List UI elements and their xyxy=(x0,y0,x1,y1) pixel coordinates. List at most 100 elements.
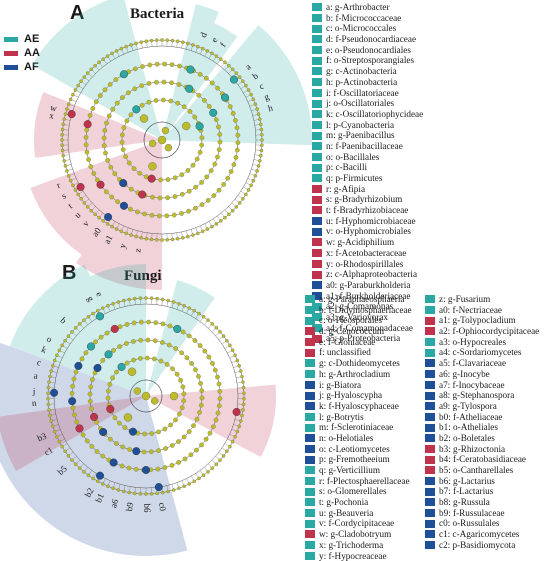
tree-node xyxy=(154,320,158,324)
leaf-node xyxy=(60,344,63,347)
tree-node xyxy=(167,343,171,347)
key-text: c: o-Pleosporales xyxy=(319,315,382,326)
tree-node xyxy=(129,187,133,191)
key-swatch xyxy=(305,392,315,400)
leaf-node xyxy=(145,237,148,240)
leaf-node xyxy=(83,75,86,78)
tree-node xyxy=(169,81,173,85)
tree-node xyxy=(173,194,177,198)
leaf-node xyxy=(256,107,259,110)
tree-node xyxy=(199,180,203,184)
tree-node xyxy=(218,396,222,400)
tree-node xyxy=(88,399,92,403)
leaf-node xyxy=(93,64,96,67)
key-item: e: f-Gloniaceae xyxy=(305,337,412,348)
key-swatch xyxy=(425,392,435,400)
leaf-node xyxy=(55,354,58,357)
leaf-node xyxy=(222,335,225,338)
leaf-node xyxy=(64,339,67,342)
key-item: a: g-Arthrobacter xyxy=(312,2,423,13)
key-text: r: g-Afipia xyxy=(326,184,365,195)
key-swatch xyxy=(425,317,435,325)
key-text: a0: f-Nectriaceae xyxy=(439,305,502,316)
key-swatch xyxy=(425,466,435,474)
key-text: b0: f-Atheliaceae xyxy=(439,412,503,423)
biomarker-node xyxy=(106,405,114,413)
key-text: b8: g-Russula xyxy=(439,497,490,508)
tree-node xyxy=(133,67,137,71)
leaf-node xyxy=(58,349,61,352)
key-text: b9: f-Russulaceae xyxy=(439,508,505,519)
leaf-node xyxy=(144,492,147,495)
clade-label: b6 xyxy=(142,504,152,514)
key-item: y: o-Rhodospirillales xyxy=(312,259,423,270)
key-swatch xyxy=(425,445,435,453)
key-item: n: o-Helotiales xyxy=(305,433,412,444)
leaf-node xyxy=(120,230,123,233)
tree-node xyxy=(182,105,186,109)
key-text: b3: g-Rhizoctonia xyxy=(439,444,505,455)
tree-node xyxy=(153,339,157,343)
key-text: b: f-Micrococcaceae xyxy=(326,13,401,24)
tree-node xyxy=(125,119,129,123)
tree-node xyxy=(114,441,118,445)
leaf-node xyxy=(125,45,128,48)
tree-node xyxy=(104,190,108,194)
tree-node xyxy=(193,115,197,119)
tree-node xyxy=(207,104,211,108)
key-swatch xyxy=(425,349,435,357)
key-text: a7: f-Inocybaceae xyxy=(439,380,505,391)
key-swatch xyxy=(425,509,435,517)
leaf-node xyxy=(96,480,99,483)
leaf-node xyxy=(228,445,231,448)
leaf-node xyxy=(70,330,73,333)
tree-node xyxy=(140,103,144,107)
tree-node xyxy=(182,392,186,396)
key-swatch xyxy=(305,445,315,453)
key-swatch xyxy=(305,306,315,314)
key-item: y: f-Hypocreaceae xyxy=(305,551,412,561)
biomarker-node xyxy=(132,106,140,114)
key-item: g: c-Actinobacteria xyxy=(312,66,423,77)
key-swatch xyxy=(305,552,315,560)
leaf-node xyxy=(135,235,138,238)
tree-node xyxy=(111,107,115,111)
leaf-node xyxy=(177,487,180,490)
leaf-node xyxy=(161,491,164,494)
tree-node xyxy=(195,157,199,161)
tree-node xyxy=(133,87,137,91)
tree-node xyxy=(197,410,201,414)
key-item: g: c-Dothideomycetes xyxy=(305,358,412,369)
key-swatch xyxy=(305,338,315,346)
leaf-node xyxy=(223,216,226,219)
key-item: b8: g-Russula xyxy=(425,497,539,508)
tree-node xyxy=(154,80,158,84)
leaf-node xyxy=(96,309,99,312)
tree-node xyxy=(120,95,124,99)
leaf-node xyxy=(53,359,56,362)
tree-node xyxy=(89,164,93,168)
tree-node xyxy=(121,147,125,151)
tree-node xyxy=(111,348,115,352)
tree-node xyxy=(199,443,203,447)
tree-node xyxy=(125,361,129,365)
key-swatch xyxy=(312,121,322,129)
tree-node xyxy=(139,83,143,87)
tree-node xyxy=(138,171,142,175)
leaf-node xyxy=(167,299,170,302)
leaf-node xyxy=(166,238,169,241)
phylum-node xyxy=(140,115,148,123)
tree-node xyxy=(89,406,93,410)
key-swatch xyxy=(425,434,435,442)
leaf-node xyxy=(188,306,191,309)
leaf-node xyxy=(241,380,244,383)
tree-node xyxy=(81,433,85,437)
leaf-node xyxy=(238,364,241,367)
key-text: d: f-Pseudonocardiaceae xyxy=(326,34,416,45)
key-text: c2: p-Basidiomycota xyxy=(439,540,515,551)
biomarker-node xyxy=(111,325,119,333)
key-swatch xyxy=(305,498,315,506)
tree-node xyxy=(236,140,240,144)
key-item: l: p-Cyanobacteria xyxy=(312,120,423,131)
leaf-node xyxy=(227,213,230,216)
